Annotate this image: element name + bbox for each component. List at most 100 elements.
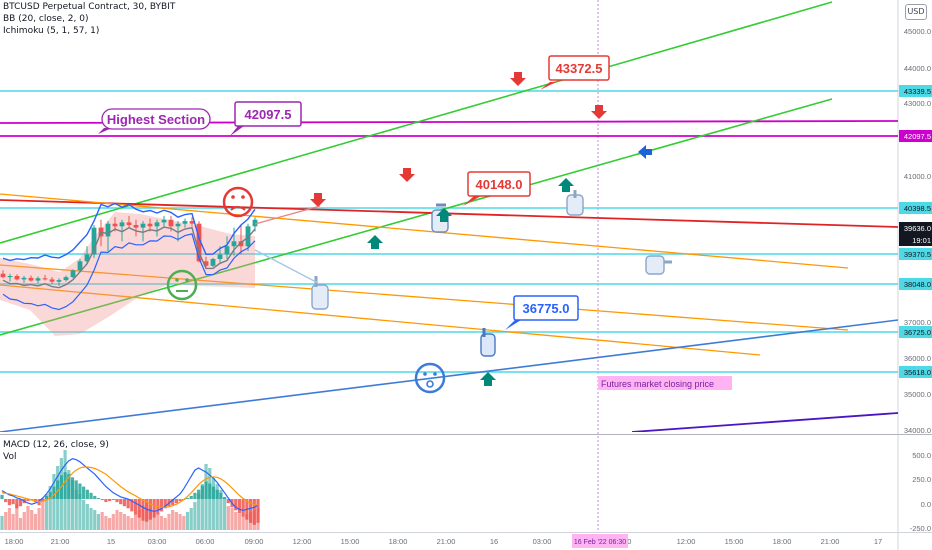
callout-36775[interactable]: 36775.0 xyxy=(505,295,579,330)
arrow-down-icon-4 xyxy=(310,193,326,207)
macd-histogram-bar xyxy=(211,486,216,499)
volume-bar xyxy=(15,504,19,530)
macd-histogram-bar xyxy=(119,499,123,505)
callout-36775-text: 36775.0 xyxy=(523,301,570,316)
time-tick-label: 21:00 xyxy=(51,537,70,546)
macd-histogram-bar xyxy=(178,499,182,502)
signal-line xyxy=(1,466,259,508)
main-pane[interactable] xyxy=(0,1,898,432)
candle-body xyxy=(42,278,48,280)
macd-pane[interactable] xyxy=(0,450,260,530)
time-tick-label: 21:00 xyxy=(437,537,456,546)
macd-histogram-bar xyxy=(204,481,208,499)
macd-histogram-bar xyxy=(74,480,78,499)
macd-histogram-bar xyxy=(122,499,127,507)
symbol-title[interactable]: BTCUSD Perpetual Contract, 30, BYBIT xyxy=(3,2,176,12)
price-tick-label: 43000.0 xyxy=(904,99,931,108)
volume-bar xyxy=(44,494,49,530)
candle-body xyxy=(35,278,41,281)
macd-histogram-bar xyxy=(163,499,167,509)
price-axis-panel[interactable] xyxy=(898,0,932,550)
price-tick-label: 41000.0 xyxy=(904,172,931,181)
time-tick-label: 17 xyxy=(874,537,882,546)
macd-histogram-bar xyxy=(126,499,130,509)
candle-body xyxy=(0,273,6,278)
macd-indicator-label[interactable]: MACD (12, 26, close, 9) xyxy=(3,440,109,450)
volume-bar xyxy=(107,518,112,530)
axes: 45000.0 44000.0 43339.5 43000.0 42097.5 41000… xyxy=(5,27,932,548)
volume-bar xyxy=(67,470,71,530)
vol-indicator-label[interactable]: Vol xyxy=(3,452,17,462)
macd-histogram-bar xyxy=(152,499,156,518)
price-tick-label: 42097.5 xyxy=(904,132,931,141)
bb-indicator-label[interactable]: BB (20, close, 2, 0) xyxy=(3,14,89,24)
price-tick-label: 38048.0 xyxy=(904,280,931,289)
volume-bar xyxy=(0,516,4,530)
candle-body xyxy=(182,221,188,224)
volume-bar xyxy=(33,514,37,530)
macd-histogram-bar xyxy=(44,495,49,499)
volume-bar xyxy=(85,504,89,530)
dizzy-face-icon xyxy=(414,362,446,394)
highest-section-label[interactable]: Highest Section xyxy=(98,108,211,134)
volume-bar xyxy=(96,514,101,530)
callout-40148[interactable]: 40148.0 xyxy=(463,171,531,206)
macd-tick-label: -250.0 xyxy=(910,524,931,533)
macd-histogram-bar xyxy=(111,499,115,501)
volume-bar xyxy=(100,512,104,530)
price-tick-label: 36000.0 xyxy=(904,354,931,363)
volume-bar xyxy=(89,508,93,530)
macd-histogram-bar xyxy=(208,483,212,499)
volume-bar xyxy=(133,514,138,530)
candle-body xyxy=(231,241,237,247)
volume-bar xyxy=(26,506,30,530)
macd-histogram-bar xyxy=(63,472,67,499)
ichimoku-indicator-label[interactable]: Ichimoku (5, 1, 57, 1) xyxy=(3,26,100,36)
ichimoku-cloud xyxy=(0,212,255,336)
volume-bar xyxy=(152,512,156,530)
volume-bar xyxy=(234,512,238,530)
trendline-0 xyxy=(0,1,833,244)
macd-histogram-bar xyxy=(93,495,97,499)
trendline-6 xyxy=(0,319,898,432)
macd-histogram-bar xyxy=(48,491,52,499)
volume-bar xyxy=(163,518,167,530)
volume-bar xyxy=(189,508,193,530)
currency-button[interactable]: USD xyxy=(905,4,927,20)
time-tick-label: 18:00 xyxy=(773,537,792,546)
price-tick-label: 43339.5 xyxy=(904,87,931,96)
volume-bar xyxy=(22,512,26,530)
macd-histogram-bar xyxy=(56,480,60,499)
price-tick-label: 39370.5 xyxy=(904,250,931,259)
hand-pointer-icon-5 xyxy=(645,255,672,275)
macd-histogram-bar xyxy=(82,486,86,499)
candle-body xyxy=(140,223,146,228)
trendline-5 xyxy=(0,284,761,356)
time-tick-label: 03:00 xyxy=(533,537,552,546)
callout-43372-text: 43372.5 xyxy=(556,61,603,76)
time-tick-label: 15:00 xyxy=(341,537,360,546)
bb-basis-line xyxy=(2,226,256,289)
candle-body xyxy=(217,254,223,260)
macd-histogram-bar xyxy=(141,499,145,521)
time-cursor-label: 16 Feb '22 06:30 xyxy=(574,539,626,546)
candle-body xyxy=(63,277,69,281)
arrow-up-icon-3 xyxy=(436,208,452,222)
candle-body xyxy=(70,270,76,278)
macd-histogram-bar xyxy=(248,499,253,523)
price-tick-label: 44000.0 xyxy=(904,64,931,73)
volume-bar xyxy=(11,514,15,530)
macd-histogram-bar xyxy=(145,499,149,522)
macd-histogram-bar xyxy=(41,499,45,502)
price-tick-label: 34000.0 xyxy=(904,426,931,435)
futures-closing-label[interactable]: Futures market closing price xyxy=(598,376,732,390)
volume-bar xyxy=(245,514,249,530)
callout-42097[interactable]: 42097.5 xyxy=(230,101,302,136)
volume-bar xyxy=(115,510,119,530)
macd-histogram-bar xyxy=(85,489,89,499)
callout-43372[interactable]: 43372.5 xyxy=(540,55,610,90)
bb-lower-band xyxy=(2,233,256,311)
price-badge xyxy=(899,85,932,97)
